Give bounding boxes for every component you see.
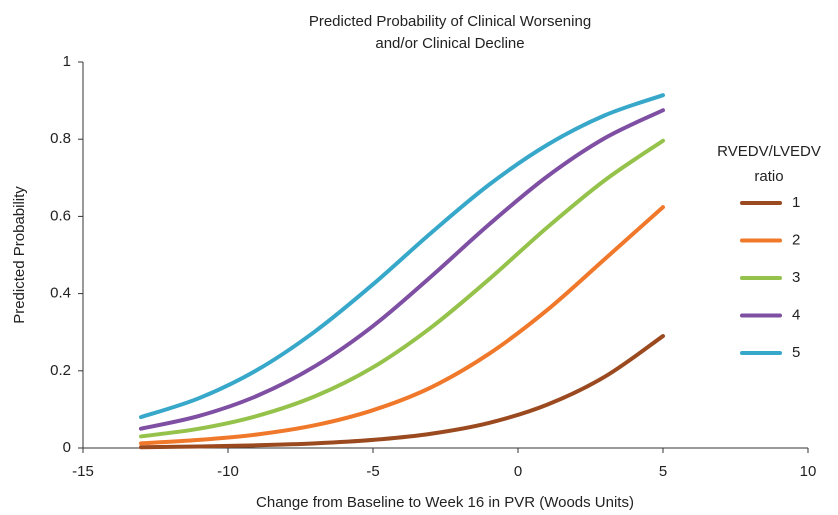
chart-title: Predicted Probability of Clinical Worsen… bbox=[309, 13, 591, 30]
line-series bbox=[139, 93, 665, 420]
x-tick-label: -15 bbox=[72, 463, 94, 480]
chart-title: and/or Clinical Decline bbox=[375, 35, 524, 52]
y-tick-label: 0.2 bbox=[50, 362, 71, 379]
y-tick-label: 0 bbox=[63, 439, 71, 456]
legend-label: 1 bbox=[792, 194, 800, 211]
x-tick-label: 5 bbox=[659, 463, 667, 480]
legend-label: 2 bbox=[792, 231, 800, 248]
legend-label: 4 bbox=[792, 306, 800, 323]
x-tick-label: 0 bbox=[514, 463, 522, 480]
x-tick-label: 10 bbox=[800, 463, 817, 480]
x-tick-label: -5 bbox=[366, 463, 379, 480]
legend-label: 3 bbox=[792, 269, 800, 286]
y-tick-label: 0.8 bbox=[50, 130, 71, 147]
legend-title: RVEDV/LVEDV bbox=[717, 143, 821, 160]
x-tick-label: -10 bbox=[217, 463, 239, 480]
y-axis-label: Predicted Probability bbox=[11, 186, 28, 324]
line-series bbox=[139, 205, 665, 446]
legend-label: 5 bbox=[792, 344, 800, 361]
y-tick-label: 1 bbox=[63, 53, 71, 70]
legend-title: ratio bbox=[754, 168, 783, 185]
x-axis-label: Change from Baseline to Week 16 in PVR (… bbox=[256, 494, 634, 511]
y-tick-label: 0.6 bbox=[50, 207, 71, 224]
y-tick-label: 0.4 bbox=[50, 285, 71, 302]
line-series bbox=[139, 108, 665, 431]
line-series bbox=[139, 138, 665, 439]
line-series bbox=[139, 334, 665, 450]
